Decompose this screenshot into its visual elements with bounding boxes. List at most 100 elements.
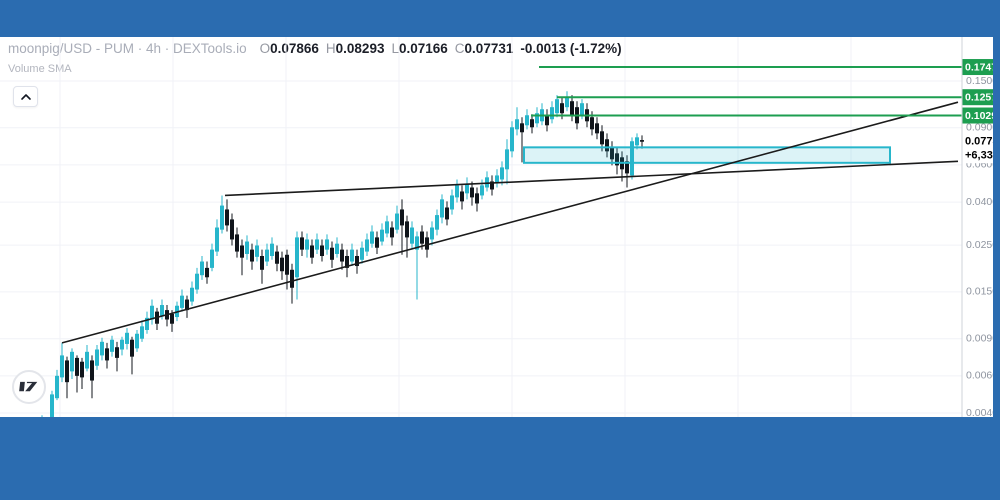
candle-body	[80, 361, 84, 378]
current-price-label: 0.0773	[965, 136, 993, 148]
chart-header: moonpig/USD - PUM · 4h · DEXTools.io O0.0…	[8, 41, 622, 56]
candle-body	[325, 239, 329, 250]
candle-body	[195, 273, 199, 290]
candle-body	[55, 375, 59, 399]
price-level-badge-label: 0.1747	[965, 61, 993, 73]
price-level-badge	[962, 59, 993, 76]
candle-body	[495, 175, 499, 184]
candle-body	[580, 103, 584, 116]
candle-body	[95, 349, 99, 366]
candle-body	[440, 199, 444, 218]
candle-body	[140, 326, 144, 339]
candle-body	[100, 341, 104, 356]
price-level-badge-label: 0.1029	[965, 110, 993, 122]
ohlc-open-label: O	[259, 41, 271, 56]
candle-body	[340, 249, 344, 262]
candle-body	[130, 339, 134, 357]
candle-body	[625, 161, 629, 174]
candle-body	[310, 245, 314, 258]
price-level-badge-label: 0.1257	[965, 91, 993, 103]
candle-body	[260, 256, 264, 270]
candle-body	[65, 360, 69, 383]
tradingview-logo[interactable]	[12, 370, 46, 404]
candle-body	[270, 243, 274, 257]
price-level-badge	[962, 89, 993, 106]
candle-body	[430, 227, 434, 240]
candle-body	[185, 299, 189, 311]
candle-body	[305, 239, 309, 250]
candle-body	[345, 256, 349, 268]
candle-body	[85, 351, 89, 369]
candle-body	[135, 333, 139, 349]
candle-body	[375, 237, 379, 248]
candle-body	[565, 97, 569, 108]
candle-body	[535, 113, 539, 124]
candle-body	[145, 317, 149, 330]
candle-body	[250, 249, 254, 262]
candle-body	[190, 287, 194, 302]
candle-body	[545, 115, 549, 126]
candle-body	[255, 245, 259, 257]
candle-body	[405, 221, 409, 238]
candle-body	[330, 247, 334, 260]
candle-body	[530, 119, 534, 128]
candlestick-chart-canvas[interactable]: 0.15000.09000.06000.04000.02500.01500.00…	[0, 37, 993, 417]
candle-body	[470, 187, 474, 198]
current-price-secondary-label: +6,334	[965, 150, 993, 162]
candle-body	[280, 257, 284, 272]
current-price-box	[962, 134, 993, 164]
candle-body	[630, 141, 634, 176]
zone-rectangle	[523, 146, 891, 164]
candle-body	[415, 236, 419, 250]
ohlc-low-value: 0.07166	[398, 41, 448, 56]
candle-body	[560, 103, 564, 114]
candle-body	[525, 115, 529, 126]
candle-body	[390, 227, 394, 238]
candle-body	[215, 227, 219, 252]
candle-body	[160, 305, 164, 317]
candle-body	[245, 241, 249, 254]
candle-body	[455, 185, 459, 198]
candle-body	[500, 167, 504, 180]
candle-body	[400, 209, 404, 226]
indicator-label: Volume SMA	[8, 63, 72, 75]
candle-body	[365, 239, 369, 252]
candle-body	[355, 256, 359, 267]
candle-body	[295, 237, 299, 278]
candle-body	[290, 269, 294, 288]
candle-body	[425, 237, 429, 250]
candle-body	[50, 394, 54, 417]
candle-body	[385, 221, 389, 234]
ohlc-low-label: L	[391, 41, 399, 56]
candle-body	[350, 249, 354, 262]
candle-body	[510, 127, 514, 152]
ohlc-high-label: H	[325, 41, 336, 56]
top-banner	[0, 0, 1000, 37]
candle-body	[640, 140, 644, 142]
candle-body	[550, 107, 554, 120]
candle-body	[285, 254, 289, 275]
candle-body	[490, 181, 494, 190]
candle-body	[460, 191, 464, 202]
candle-body	[505, 149, 509, 170]
candle-body	[220, 205, 224, 230]
candle-body	[115, 347, 119, 358]
candle-body	[70, 351, 74, 372]
ohlc-close-value: 0.07731	[464, 41, 514, 56]
candle-body	[225, 209, 229, 226]
collapse-pane-button[interactable]	[13, 86, 38, 107]
candle-body	[605, 139, 609, 152]
candle-body	[395, 213, 399, 230]
ohlc-open-value: 0.07866	[270, 41, 319, 56]
candle-body	[105, 348, 109, 361]
candle-body	[110, 339, 114, 352]
symbol-title: moonpig/USD - PUM · 4h · DEXTools.io	[8, 41, 247, 56]
bottom-banner	[0, 417, 1000, 500]
candle-body	[60, 355, 64, 378]
